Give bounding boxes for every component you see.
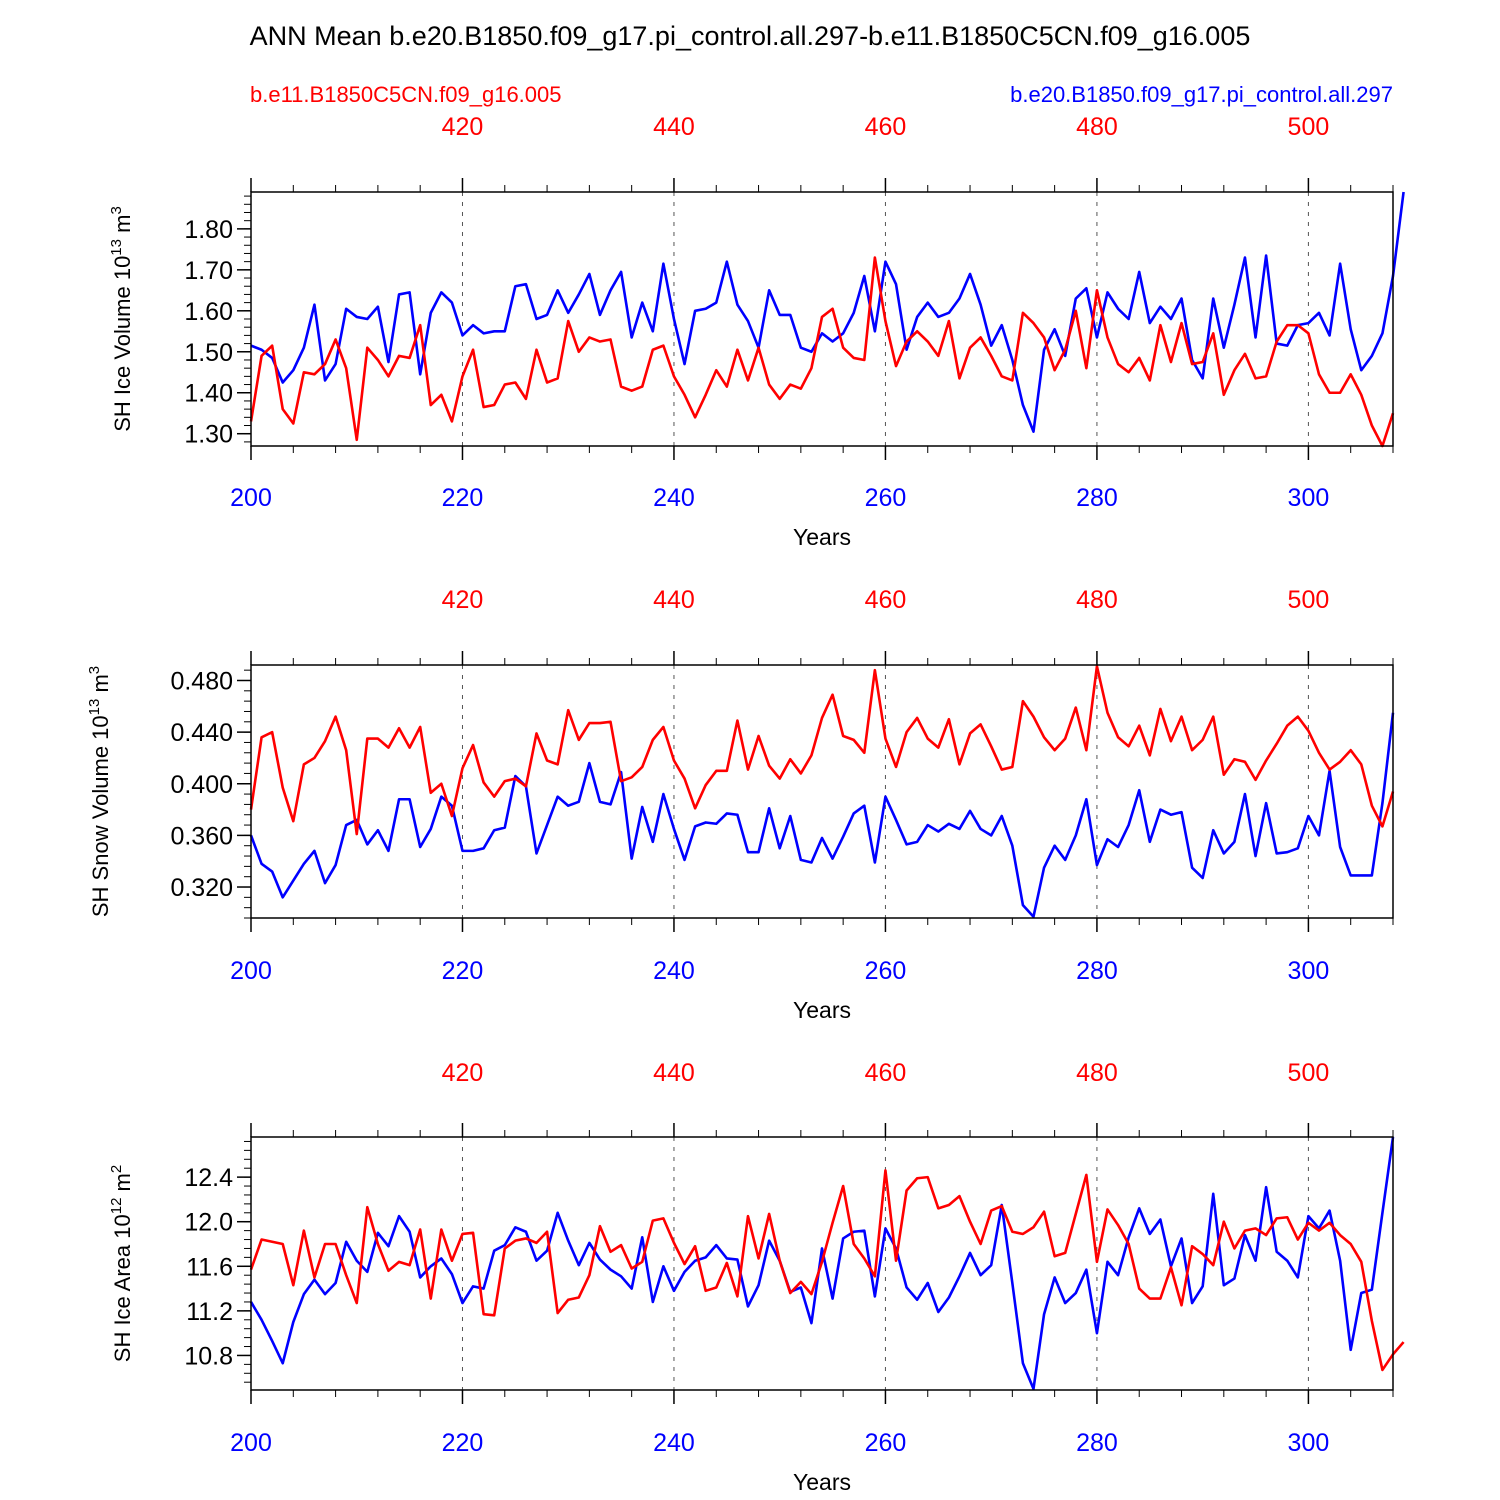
y-axis-title-exponent: 2	[108, 1165, 125, 1173]
y-tick-label: 0.360	[170, 822, 233, 850]
y-axis-title-text: SH Ice Area 10	[110, 1214, 135, 1362]
x-tick-label-bottom: 260	[865, 1429, 907, 1457]
x-tick-label-bottom: 220	[442, 1429, 484, 1457]
y-tick-label: 0.320	[170, 874, 233, 902]
x-tick-label-bottom: 200	[230, 484, 272, 512]
x-tick-label-bottom: 260	[865, 957, 907, 985]
chart-panel-2: 0.320 0.360 0.400 0.440 0.480 200 220 240 260 280…	[86, 586, 1395, 1023]
x-tick-label-top: 440	[653, 113, 695, 141]
x-tick-label-bottom: 240	[653, 957, 695, 985]
y-tick-label: 0.480	[170, 667, 233, 695]
x-axis-title: Years	[793, 997, 851, 1023]
series-line-blue	[249, 1136, 1395, 1391]
x-tick-label-top: 460	[865, 113, 907, 141]
x-tick-label-top: 500	[1288, 113, 1330, 141]
x-tick-label-top: 440	[653, 586, 695, 614]
chart-panel-1: 1.30 1.40 1.50 1.60 1.70 1.80 200 220 240 260 280 3…	[108, 113, 1405, 550]
x-tick-label-top: 480	[1076, 113, 1118, 141]
y-tick-label: 12.0	[184, 1209, 233, 1237]
x-axis-title: Years	[793, 524, 851, 550]
y-axis-title-text: SH Snow Volume 10	[88, 715, 113, 917]
y-tick-label: 12.4	[184, 1164, 233, 1192]
x-tick-label-bottom: 240	[653, 1429, 695, 1457]
series-line-blue	[250, 191, 1405, 433]
x-tick-label-top: 460	[865, 586, 907, 614]
y-axis-title-exponent: 12	[108, 1198, 125, 1215]
x-tick-label-top: 500	[1288, 1059, 1330, 1087]
x-tick-label-top: 480	[1076, 586, 1118, 614]
x-axis-title: Years	[793, 1469, 851, 1495]
y-axis-title-exponent: 13	[108, 239, 125, 256]
x-tick-label-top: 460	[865, 1059, 907, 1087]
y-tick-label: 11.6	[186, 1253, 233, 1281]
y-axis-title: SH Ice Volume 1013 m3	[108, 206, 135, 432]
series-line-red	[249, 256, 1395, 448]
y-axis-title-exponent: 3	[108, 206, 125, 214]
x-tick-label-bottom: 220	[442, 484, 484, 512]
y-tick-label: 0.400	[170, 771, 233, 799]
x-tick-label-top: 480	[1076, 1059, 1118, 1087]
y-axis-title-text: SH Ice Volume 10	[110, 256, 135, 432]
y-axis-title-exponent: 13	[86, 699, 103, 716]
plot-frame	[250, 664, 1394, 919]
series-line-red	[249, 664, 1395, 836]
x-tick-label-bottom: 200	[230, 1429, 272, 1457]
x-tick-label-bottom: 280	[1076, 1429, 1118, 1457]
y-tick-label: 1.80	[184, 216, 233, 244]
chart-panel-3: 10.8 11.2 11.6 12.0 12.4 200 220 240 260 280 300 42…	[108, 1059, 1405, 1495]
x-tick-label-top: 440	[653, 1059, 695, 1087]
y-tick-label: 1.30	[184, 421, 233, 449]
legend-right-label: b.e20.B1850.f09_g17.pi_control.all.297	[1010, 82, 1393, 107]
x-tick-label-top: 420	[442, 1059, 484, 1087]
y-tick-label: 0.440	[170, 719, 233, 747]
x-tick-label-bottom: 200	[230, 957, 272, 985]
y-axis-title-text: m	[88, 674, 113, 698]
x-tick-label-top: 420	[442, 586, 484, 614]
y-tick-label: 10.8	[184, 1342, 233, 1370]
y-tick-label: 1.40	[184, 380, 233, 408]
x-tick-label-bottom: 300	[1288, 957, 1330, 985]
y-tick-label: 1.70	[184, 257, 233, 285]
y-tick-label: 1.50	[184, 339, 233, 367]
y-axis-title: SH Snow Volume 1013 m3	[86, 666, 113, 917]
x-tick-label-bottom: 280	[1076, 957, 1118, 985]
legend-left-label: b.e11.B1850C5CN.f09_g16.005	[250, 82, 562, 107]
chart-panels: 1.30 1.40 1.50 1.60 1.70 1.80 200 220 240 260 280 3…	[86, 113, 1405, 1495]
y-axis-title-text: m	[110, 1173, 135, 1197]
x-tick-label-bottom: 240	[653, 484, 695, 512]
y-tick-label: 11.2	[186, 1298, 233, 1326]
x-tick-label-bottom: 300	[1288, 484, 1330, 512]
y-tick-label: 1.60	[184, 298, 233, 326]
x-tick-label-bottom: 260	[865, 484, 907, 512]
series-line-blue	[249, 712, 1395, 919]
x-tick-label-top: 420	[442, 113, 484, 141]
x-tick-label-bottom: 220	[442, 957, 484, 985]
x-tick-label-top: 500	[1288, 586, 1330, 614]
x-tick-label-bottom: 300	[1288, 1429, 1330, 1457]
y-axis-title: SH Ice Area 1012 m2	[108, 1165, 135, 1362]
y-axis-title-exponent: 3	[86, 666, 103, 674]
x-tick-label-bottom: 280	[1076, 484, 1118, 512]
series-line-red	[249, 1169, 1405, 1372]
plot-frame	[250, 1136, 1394, 1391]
figure-title: ANN Mean b.e20.B1850.f09_g17.pi_control.…	[250, 21, 1251, 51]
y-axis-title-text: m	[110, 215, 135, 239]
